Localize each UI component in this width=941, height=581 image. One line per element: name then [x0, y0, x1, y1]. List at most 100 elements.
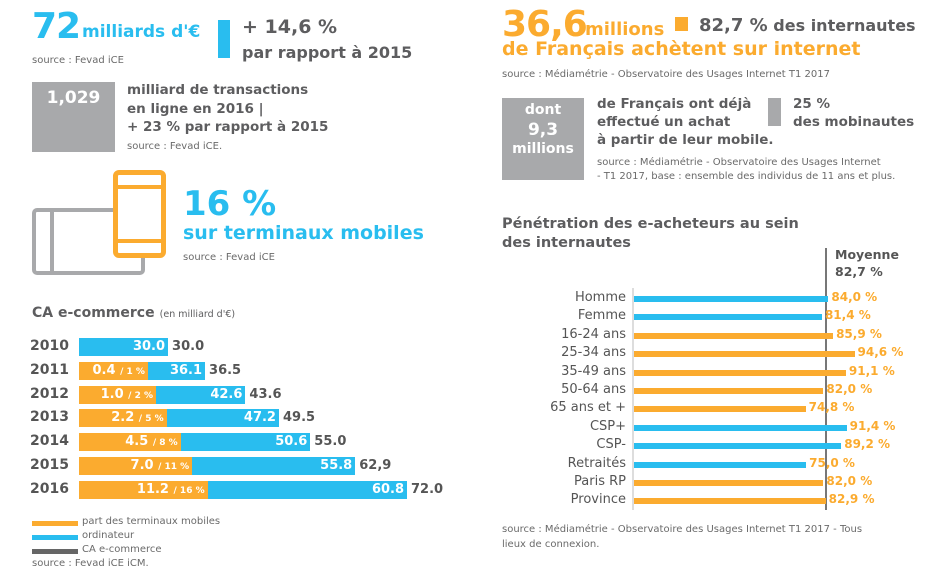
buyers-unit: millions	[585, 19, 665, 40]
legend-label-mobile: part des terminaux mobiles	[82, 516, 221, 527]
penetration-bar	[634, 388, 824, 394]
transactions-value: 1,029	[46, 88, 101, 108]
buyers-pct: 82,7 % des internautes	[699, 15, 916, 36]
buyers-line2: de Français achètent sur internet	[502, 38, 861, 60]
value-label: 81,4 %	[824, 308, 871, 323]
legend-label-total: CA e-commerce	[82, 544, 162, 555]
revenue-unit: milliards d'€	[82, 22, 201, 42]
bar-mobile: 7.0 / 11 %	[79, 457, 193, 475]
bar-mobile: 1.0 / 2 %	[79, 385, 156, 404]
chart2-source: source : Médiamétrie - Observatoire des …	[502, 524, 863, 550]
mobile-share-label: sur terminaux mobiles	[183, 222, 424, 244]
category-label: Paris RP	[574, 474, 626, 489]
category-label: CSP-	[596, 437, 626, 453]
mobile-share-source: source : Fevad iCE	[183, 252, 275, 263]
revenue-value: 72	[32, 6, 81, 47]
bar-mobile: 0.4 / 1 %	[79, 361, 148, 380]
penetration-bar	[634, 351, 855, 358]
year-label: 2010	[30, 338, 69, 354]
revenue-source: source : Fevad iCE	[32, 55, 124, 66]
transactions-line: en ligne en 2016 |	[127, 100, 264, 117]
category-label: 25-34 ans	[561, 345, 626, 361]
bar-computer: 42.6	[156, 385, 246, 404]
mobile-buyers-source: source : Médiamétrie - Observatoire des …	[597, 157, 896, 182]
transactions-line: milliard de transactions	[127, 82, 309, 98]
box-value: 9,3	[527, 120, 559, 140]
bar-computer: 55.8	[192, 457, 356, 475]
year-label: 2014	[30, 433, 69, 450]
penetration-bar	[634, 424, 847, 431]
penetration-bar	[634, 296, 829, 302]
total-label: 36.5	[209, 362, 242, 378]
category-label: Province	[570, 492, 626, 508]
bar-computer: 60.8	[207, 480, 408, 499]
legend-swatch-computer	[32, 535, 78, 540]
year-label: 2015	[30, 457, 69, 473]
value-label: 91,1 %	[848, 363, 895, 378]
penetration-bar	[634, 443, 842, 450]
phone-icon	[113, 170, 166, 258]
legend-swatch-mobile	[32, 521, 78, 526]
value-label: 94,6 %	[857, 345, 904, 360]
buyers-value: 36,6	[502, 4, 588, 45]
revenue-change: + 14,6 %	[242, 16, 338, 38]
transactions-line: + 23 % par rapport à 2015	[127, 119, 329, 135]
mobile-buyers-text: de Français ont déjà effectué un achat à…	[597, 95, 774, 149]
legend-label-computer: ordinateur	[82, 530, 135, 541]
penetration-bar	[634, 314, 822, 321]
category-label: CSP+	[589, 418, 626, 434]
value-label: 91,4 %	[849, 418, 896, 433]
penetration-bar	[634, 369, 846, 376]
chart2-axis	[632, 288, 634, 510]
bar-computer: 47.2	[166, 409, 279, 428]
chart1-title: CA e-commerce (en milliard d'€)	[32, 305, 236, 321]
average-label: Moyenne 82,7 %	[835, 247, 899, 279]
value-label: 75,0 %	[809, 455, 855, 470]
chart2-title: Pénétration des e-acheteurs au sein des i…	[502, 216, 799, 251]
total-label: 72.0	[411, 481, 444, 497]
value-label: 82,9 %	[828, 492, 875, 507]
value-label: 85,9 %	[836, 326, 882, 341]
total-label: 55.0	[314, 434, 347, 450]
penetration-bar	[634, 480, 824, 486]
total-label: 62,9	[359, 458, 392, 473]
mobile-text-line: à partir de leur mobile.	[597, 132, 774, 148]
year-label: 2012	[30, 385, 69, 402]
penetration-bar	[634, 406, 806, 413]
bar-mobile: 11.2 / 16 %	[79, 480, 208, 499]
value-label: 74,8 %	[808, 400, 855, 415]
category-label: 16-24 ans	[561, 326, 626, 342]
year-label: 2016	[30, 480, 69, 497]
box-line: millions	[512, 141, 574, 157]
penetration-bar	[634, 332, 834, 339]
category-label: Retraités	[567, 455, 626, 471]
mobinautes-pct: 25 %	[793, 96, 831, 112]
value-label: 84,0 %	[831, 290, 878, 304]
total-label: 30.0	[172, 339, 205, 354]
mobile-share-value: 16 %	[183, 184, 277, 224]
bar-mobile: 2.2 / 5 %	[79, 409, 167, 428]
value-label: 82,0 %	[826, 382, 873, 396]
transactions-box: 1,029	[32, 82, 115, 152]
mobile-text-line: de Français ont déjà	[597, 96, 752, 112]
average-line	[825, 248, 827, 510]
transactions-source: source : Fevad iCE.	[127, 141, 223, 152]
value-label: 82,0 %	[826, 474, 873, 488]
chart1-source: source : Fevad iCE iCM.	[32, 558, 149, 569]
year-label: 2011	[30, 361, 69, 378]
bar-computer: 36.1	[147, 361, 206, 380]
gray-marker	[768, 98, 781, 126]
bar-computer: 30.0	[79, 338, 169, 356]
orange-marker	[675, 17, 688, 31]
transactions-text: milliard de transactions en ligne en 201…	[127, 81, 328, 137]
total-label: 43.6	[249, 386, 282, 402]
mobinautes-text: 25 % des mobinautes	[793, 95, 914, 131]
buyers-source: source : Médiamétrie - Observatoire des …	[502, 69, 830, 80]
mobile-buyers-box: dont 9,3 millions	[502, 98, 584, 180]
mobinautes-label: des mobinautes	[793, 114, 915, 130]
mobile-text-line: effectué un achat	[597, 114, 731, 130]
category-label: 65 ans et +	[550, 400, 626, 416]
year-label: 2013	[30, 409, 69, 426]
total-label: 49.5	[283, 410, 316, 426]
category-label: Femme	[577, 308, 626, 324]
